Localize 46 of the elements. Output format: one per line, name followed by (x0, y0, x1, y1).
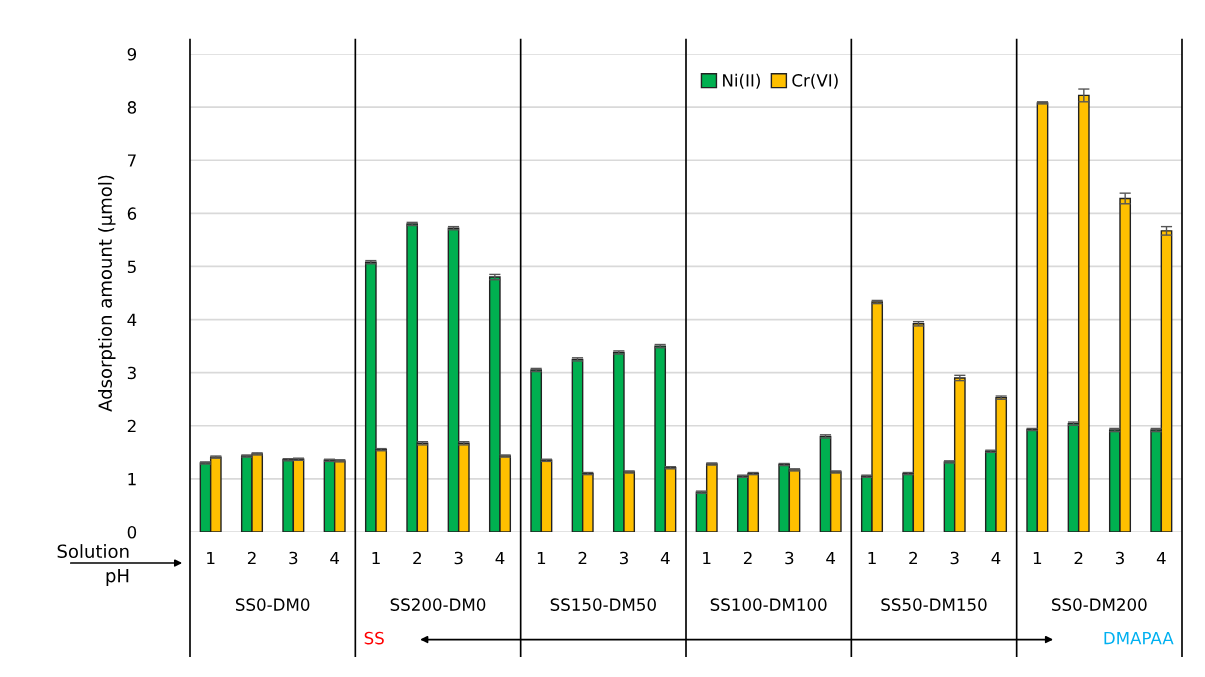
x-tick-label: 2 (413, 551, 421, 565)
text: SS50-DM150 (881, 598, 987, 611)
x-tick-label: 3 (289, 551, 298, 565)
x-tick-label: 4 (826, 551, 836, 565)
y-tick-label: 3 (127, 366, 136, 380)
x-tick-label: 4 (660, 551, 670, 565)
y-tick-label: 5 (127, 260, 136, 274)
text: SS (364, 631, 384, 645)
text: SS150-DM50 (550, 598, 656, 611)
y-tick-label: 6 (127, 207, 137, 220)
x-tick-label: 1 (868, 551, 876, 565)
x-tick-label: 1 (1033, 551, 1042, 565)
x-tick-label: 3 (1115, 551, 1124, 565)
x-tick-label: 4 (991, 551, 1001, 565)
x-tick-label: 2 (909, 551, 917, 565)
x-tick-label: 3 (950, 551, 959, 565)
legend-label: Ni(II) (723, 73, 760, 89)
y-axis-title: Adsorption amount (μmol) (98, 175, 116, 412)
x-tick-label: 1 (372, 551, 380, 565)
y-tick-label: 4 (127, 313, 137, 326)
y-tick-label: 7 (127, 154, 136, 167)
x-tick-label: 2 (578, 551, 587, 565)
y-tick-label: 8 (127, 101, 137, 114)
text: DMAPAA (1104, 632, 1174, 645)
y-tick-label: 1 (128, 473, 136, 486)
x-tick-label: 1 (537, 551, 546, 565)
text: SS200-DM0 (390, 598, 486, 611)
x-tick-label: 1 (703, 551, 711, 565)
x-tick-label: 4 (1156, 551, 1166, 565)
y-tick-label: 9 (127, 47, 137, 61)
x-tick-label: 4 (495, 551, 505, 565)
x-tick-label: 3 (619, 551, 628, 565)
text: SS100-DM100 (710, 598, 827, 611)
text: SS0-DM200 (1052, 598, 1147, 611)
text: Solution pH (57, 544, 129, 586)
text: SS0-DM0 (235, 598, 310, 611)
x-tick-label: 3 (785, 551, 794, 565)
y-tick-label: 2 (127, 419, 136, 433)
x-tick-label: 2 (1074, 551, 1083, 565)
legend-label: Cr(VI) (792, 73, 838, 89)
x-tick-label: 3 (454, 551, 463, 565)
x-tick-label: 2 (247, 551, 256, 565)
x-tick-label: 2 (743, 551, 752, 565)
x-tick-label: 4 (330, 551, 340, 565)
x-tick-label: 1 (207, 551, 215, 565)
y-tick-label: 0 (127, 525, 137, 539)
